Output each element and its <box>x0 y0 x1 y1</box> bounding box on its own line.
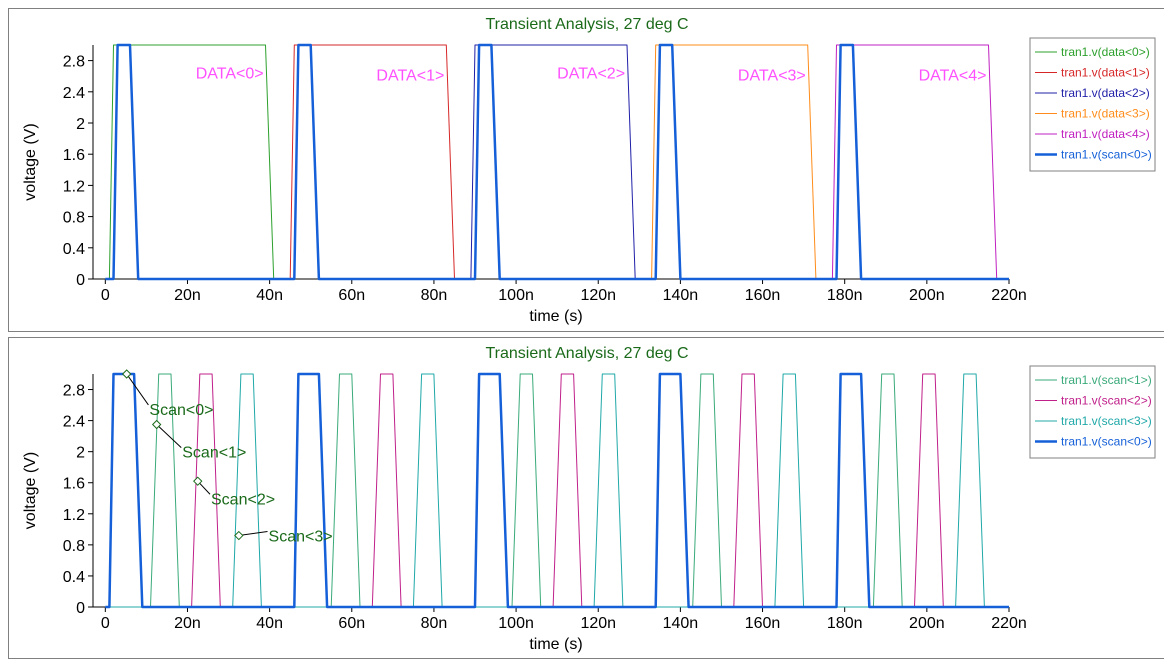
chart-bottom: Transient Analysis, 27 deg C 0 0.4 0.8 1.2 1.… <box>22 345 1156 653</box>
legend: tran1.v(data<0>) tran1.v(data<1>) tran1.v(… <box>1029 37 1156 172</box>
x-tick-label: 220n <box>991 287 1027 304</box>
x-tick-label: 160n <box>745 615 781 632</box>
legend-entry: tran1.v(data<1>) <box>1061 66 1150 80</box>
x-tick-label: 140n <box>663 615 699 632</box>
x-tick-label: 0 <box>101 615 110 632</box>
series-line-2 <box>105 373 1009 608</box>
annotation-label: Scan<1> <box>182 445 246 462</box>
x-tick-label: 20n <box>174 287 201 304</box>
legend-entry: tran1.v(data<0>) <box>1061 45 1150 59</box>
legend-entry: tran1.v(scan<1>) <box>1061 373 1152 387</box>
y-axis-label: voltage (V) <box>22 123 39 200</box>
annotation-marker <box>121 369 132 379</box>
x-tick-label: 160n <box>745 287 781 304</box>
x-tick-label: 20n <box>174 615 201 632</box>
plot-area: 0 0.4 0.8 1.2 1.6 2 2.4 2.8 0 20n 40n 60n 80n 100n 120… <box>63 45 1027 304</box>
y-tick-label: 1.6 <box>63 147 85 164</box>
x-tick-label: 100n <box>498 287 534 304</box>
annotation-label: Scan<3> <box>269 529 333 546</box>
y-tick-label: 0.4 <box>63 569 85 586</box>
annotation-label: DATA<1> <box>376 68 444 85</box>
x-tick-label: 220n <box>991 615 1027 632</box>
x-tick-label: 180n <box>827 615 863 632</box>
series-line-0 <box>105 373 1009 608</box>
annotation-leader <box>156 424 182 449</box>
legend-entry: tran1.v(data<4>) <box>1061 127 1150 141</box>
plot-area: 0 0.4 0.8 1.2 1.6 2 2.4 2.8 0 20n 40n 60n 80n 100n 120… <box>63 374 1027 632</box>
annotation-label: DATA<2> <box>557 65 625 82</box>
series-line-5 <box>105 43 1009 281</box>
chart-title: Transient Analysis, 27 deg C <box>485 345 688 362</box>
y-tick-label: 0.8 <box>63 210 85 227</box>
x-tick-label: 120n <box>580 615 616 632</box>
legend-entry: tran1.v(data<3>) <box>1061 107 1150 121</box>
chart-title: Transient Analysis, 27 deg C <box>485 16 688 33</box>
annotation-label: Scan<0> <box>149 402 213 419</box>
chart-top: Transient Analysis, 27 deg C 0 0.4 0.8 1.2 1.… <box>22 16 1156 325</box>
x-tick-label: 40n <box>256 615 283 632</box>
series-line-3 <box>105 372 1009 609</box>
legend-entry: tran1.v(scan<0>) <box>1061 148 1152 162</box>
y-tick-label: 0 <box>76 272 85 289</box>
x-tick-label: 200n <box>909 287 945 304</box>
annotation-leader <box>238 531 268 537</box>
x-tick-label: 0 <box>101 287 110 304</box>
x-axis-label: time (s) <box>529 308 582 325</box>
y-tick-label: 1.2 <box>63 507 85 524</box>
legend-entry: tran1.v(data<2>) <box>1061 86 1150 100</box>
annotation-label: Scan<2> <box>211 491 275 508</box>
y-tick-label: 0 <box>76 600 85 617</box>
annotation-marker <box>151 419 162 430</box>
legend: tran1.v(scan<1>) tran1.v(scan<2>) tran1.v(… <box>1029 365 1156 459</box>
chart-panel-top: Transient Analysis, 27 deg C 0 0.4 0.8 1.2 1.… <box>8 8 1164 332</box>
x-tick-label: 120n <box>580 287 616 304</box>
y-tick-label: 0.8 <box>63 538 85 555</box>
y-tick-label: 2.4 <box>63 414 85 431</box>
x-tick-label: 60n <box>338 287 365 304</box>
x-tick-label: 100n <box>498 615 534 632</box>
x-tick-label: 200n <box>909 615 945 632</box>
legend-entry: tran1.v(scan<3>) <box>1061 414 1152 428</box>
y-tick-label: 2 <box>76 116 85 133</box>
x-axis-label: time (s) <box>529 636 582 653</box>
legend-entry: tran1.v(scan<2>) <box>1061 394 1152 408</box>
annotation-label: DATA<0> <box>196 65 264 82</box>
x-tick-label: 60n <box>338 615 365 632</box>
y-tick-label: 1.2 <box>63 178 85 195</box>
annotation-marker <box>234 530 244 541</box>
annotation-label: DATA<3> <box>738 68 806 85</box>
legend-entry: tran1.v(scan<0>) <box>1061 435 1152 449</box>
legend-box <box>1029 37 1156 172</box>
x-tick-label: 80n <box>421 287 448 304</box>
y-axis-label: voltage (V) <box>22 452 39 529</box>
annotation-marker <box>193 476 203 486</box>
x-tick-label: 40n <box>256 287 283 304</box>
annotation-label: DATA<4> <box>919 68 987 85</box>
y-tick-label: 1.6 <box>63 476 85 493</box>
y-tick-label: 2.4 <box>63 85 85 102</box>
chart-panel-bottom: Transient Analysis, 27 deg C 0 0.4 0.8 1.2 1.… <box>8 337 1164 659</box>
annotation-leader <box>126 373 149 406</box>
x-tick-label: 140n <box>663 287 699 304</box>
x-tick-label: 80n <box>421 615 448 632</box>
y-tick-label: 2 <box>76 445 85 462</box>
series-line-1 <box>105 373 1009 608</box>
y-tick-label: 2.8 <box>63 54 85 71</box>
x-tick-label: 180n <box>827 287 863 304</box>
y-tick-label: 0.4 <box>63 241 85 258</box>
y-tick-label: 2.8 <box>63 383 85 400</box>
